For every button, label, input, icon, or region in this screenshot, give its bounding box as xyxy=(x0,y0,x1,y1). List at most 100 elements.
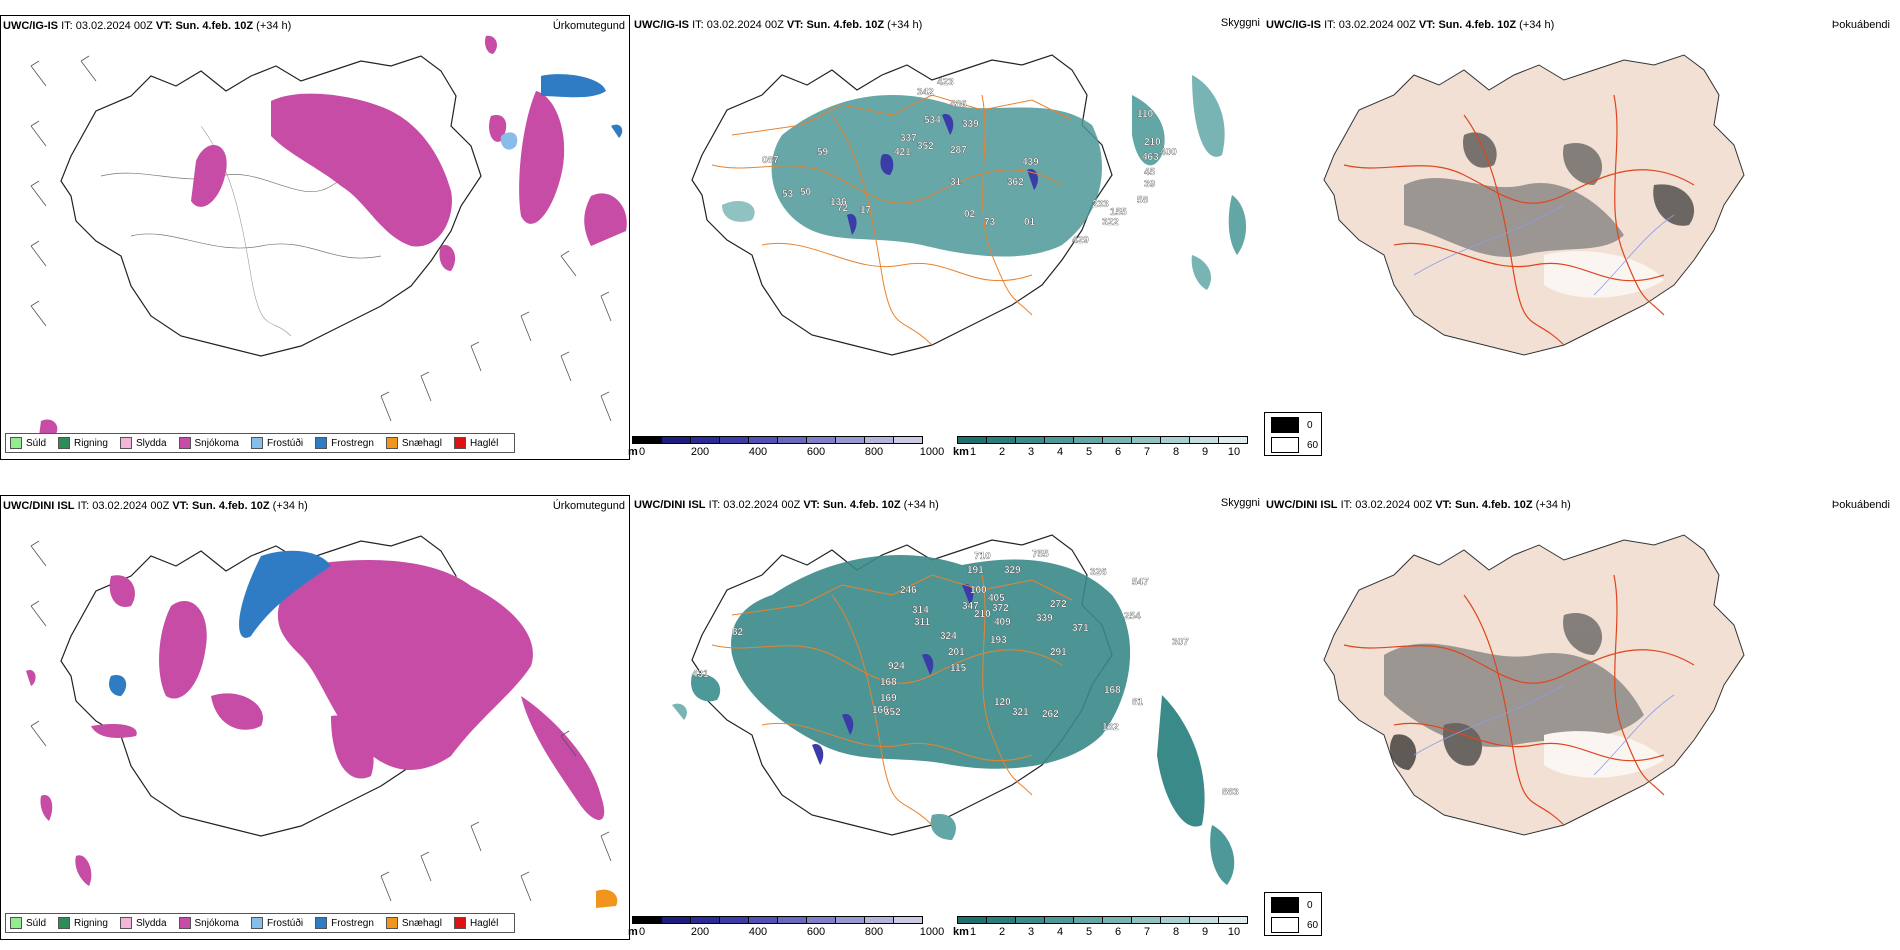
cloud-base-value: 100 xyxy=(970,585,987,596)
legend-swatch xyxy=(250,437,263,449)
cloud-base-value: 53 xyxy=(782,189,794,200)
cloud-panel-row1: 342 423 486 534 337 421 352 339 287 087 59 439 362 31… xyxy=(632,15,1262,460)
fog-legend-item: 60 xyxy=(1271,437,1318,453)
cloud-base-value: 431 xyxy=(692,669,709,680)
cloud-base-value: 81 xyxy=(1132,697,1144,708)
colorbar-segment xyxy=(864,916,894,924)
legend-swatch xyxy=(10,437,22,449)
precip-panel-row1: UWC/IG-IS IT: 03.02.2024 00Z VT: Sun. 4.… xyxy=(0,15,630,460)
colorbar-tick: 0 xyxy=(638,446,646,458)
cloud-panel-row2: 710 755 191 329 246 100 405 272 326 547 347 372 210 3… xyxy=(632,495,1262,940)
legend-swatch xyxy=(58,917,71,929)
fog-legend-swatch xyxy=(1271,897,1299,913)
colorbar-tick: 400 xyxy=(748,446,768,458)
fog-legend-row2: 0 60 xyxy=(1264,892,1322,936)
colorbar-segment xyxy=(893,916,923,924)
cloud-base-value: 191 xyxy=(967,565,984,576)
panel-header: UWC/IG-IS IT: 03.02.2024 00Z VT: Sun. 4.… xyxy=(3,20,292,32)
cloud-base-value: 82 xyxy=(732,627,744,638)
colorbar-segment xyxy=(748,436,778,444)
panel-title: Skyggni xyxy=(1220,497,1260,509)
fog-legend-label: 0 xyxy=(1307,899,1313,911)
colorbar-tick: 800 xyxy=(864,926,884,938)
cloud-base-value: 168 xyxy=(1104,685,1121,696)
cloud-base-value: 352 xyxy=(884,707,901,718)
colorbar-tick: 600 xyxy=(806,926,826,938)
fog-legend-label: 60 xyxy=(1307,439,1319,451)
cloud-base-value: 31 xyxy=(950,177,962,188)
cloud-base-value: 233 xyxy=(1092,199,1109,210)
legend-item: Rigning xyxy=(58,437,108,449)
panel-header: UWC/IG-IS IT: 03.02.2024 00Z VT: Sun. 4.… xyxy=(1266,19,1555,31)
fog-legend-label: 0 xyxy=(1307,419,1313,431)
cloud-base-value: 115 xyxy=(950,663,967,674)
cloud-base-value: 339 xyxy=(962,119,979,130)
colorbar-segment xyxy=(835,916,865,924)
colorbar-tick: 1 xyxy=(969,446,977,458)
legend-item: Frostregn xyxy=(315,917,374,929)
cloud-base-value: 58 xyxy=(1137,195,1149,206)
cloud-base-value: 710 xyxy=(974,551,991,562)
colorbar-tick: 9 xyxy=(1201,926,1209,938)
cloud-base-value: 45 xyxy=(1144,167,1156,178)
precip-map xyxy=(30,35,627,436)
colorbar-segment xyxy=(777,436,807,444)
legend-swatch xyxy=(385,917,398,929)
panel-title: Skyggni xyxy=(1220,17,1260,29)
colorbar-segment xyxy=(1073,436,1103,444)
legend-item: Haglél xyxy=(453,437,498,449)
fog-panel-row1: UWC/IG-IS IT: 03.02.2024 00Z VT: Sun. 4.… xyxy=(1264,15,1894,460)
cloud-base-value: 39 xyxy=(1144,179,1156,190)
cloud-base-value: 883 xyxy=(1222,787,1239,798)
legend-swatch xyxy=(315,437,328,449)
cloud-base-value: 02 xyxy=(964,209,976,220)
legend-swatch xyxy=(453,917,466,929)
colorbar-segment xyxy=(1160,436,1190,444)
legend-item: Snjókoma xyxy=(178,437,239,449)
colorbar-tick: 200 xyxy=(690,446,710,458)
colorbar-segment xyxy=(1131,436,1161,444)
legend-item: Frostregn xyxy=(315,437,374,449)
panel-title: Þokuábendi xyxy=(1831,19,1890,31)
fog-legend-item: 60 xyxy=(1271,917,1318,933)
cloud-base-value: 17 xyxy=(860,205,872,216)
colorbar-tick: 1000 xyxy=(919,446,945,458)
cloud-base-value: 210 xyxy=(1144,137,1161,148)
colorbar-tick: 0 xyxy=(638,926,646,938)
cloud-base-value: 486 xyxy=(950,99,967,110)
colorbar-segment xyxy=(632,916,662,924)
cloud-base-value: 272 xyxy=(1050,599,1067,610)
colorbar-segment xyxy=(1218,916,1248,924)
cloud-base-value: 372 xyxy=(992,603,1009,614)
colorbar-unit: km xyxy=(953,926,969,938)
panel-header: UWC/DINI ISL IT: 03.02.2024 00Z VT: Sun.… xyxy=(3,500,308,512)
legend-item: Slydda xyxy=(119,917,167,929)
visibility-colorbar-row2: km 1 2 3 4 5 6 7 8 9 10 xyxy=(953,916,1263,938)
cloud-base-value: 342 xyxy=(917,87,934,98)
colorbar-segment xyxy=(806,916,836,924)
colorbar-segment xyxy=(864,436,894,444)
legend-swatch xyxy=(453,437,466,449)
precip-map xyxy=(26,535,618,908)
legend-swatch xyxy=(178,917,191,929)
colorbar-tick: 10 xyxy=(1227,446,1241,458)
colorbar-segment xyxy=(1160,916,1190,924)
panel-header: UWC/DINI ISL IT: 03.02.2024 00Z VT: Sun.… xyxy=(634,499,939,511)
cloud-base-value: 169 xyxy=(880,693,897,704)
colorbar-segment xyxy=(1073,916,1103,924)
colorbar-unit: m xyxy=(628,926,638,938)
legend-swatch xyxy=(119,437,132,449)
colorbar-tick: 200 xyxy=(690,926,710,938)
panel-title: Þokuábendi xyxy=(1831,499,1890,511)
cloud-base-value: 307 xyxy=(1172,637,1189,648)
cloud-base-value: 110 xyxy=(1137,109,1154,120)
legend-swatch xyxy=(119,917,132,929)
cloud-base-value: 201 xyxy=(948,647,965,658)
colorbar-segment xyxy=(1015,436,1045,444)
colorbar-segment xyxy=(957,436,987,444)
legend-item: Súld xyxy=(10,437,46,449)
colorbar-tick: 8 xyxy=(1172,926,1180,938)
colorbar-segment xyxy=(661,436,691,444)
